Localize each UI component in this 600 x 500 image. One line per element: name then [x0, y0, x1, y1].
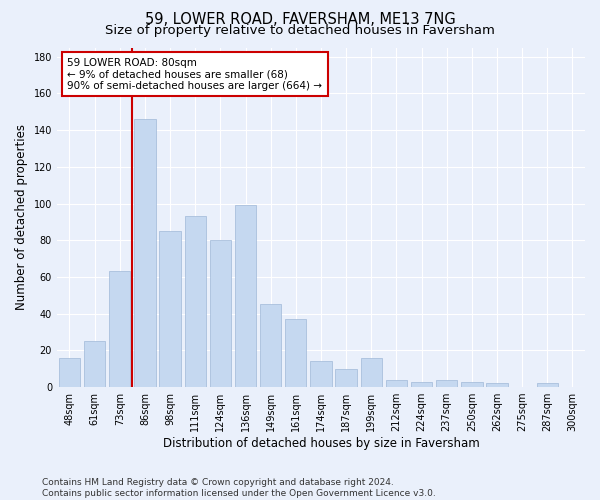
Bar [109, 272, 130, 387]
Text: 59 LOWER ROAD: 80sqm
← 9% of detached houses are smaller (68)
90% of semi-detach: 59 LOWER ROAD: 80sqm ← 9% of detached ho… [67, 58, 322, 91]
Bar [386, 380, 407, 387]
Bar [260, 304, 281, 387]
Bar [486, 384, 508, 387]
Bar [436, 380, 457, 387]
Text: 59, LOWER ROAD, FAVERSHAM, ME13 7NG: 59, LOWER ROAD, FAVERSHAM, ME13 7NG [145, 12, 455, 28]
Bar [461, 382, 482, 387]
Bar [285, 319, 307, 387]
Bar [185, 216, 206, 387]
Text: Contains HM Land Registry data © Crown copyright and database right 2024.
Contai: Contains HM Land Registry data © Crown c… [42, 478, 436, 498]
Bar [310, 362, 332, 387]
Bar [84, 341, 106, 387]
Bar [160, 231, 181, 387]
Bar [361, 358, 382, 387]
X-axis label: Distribution of detached houses by size in Faversham: Distribution of detached houses by size … [163, 437, 479, 450]
Bar [536, 384, 558, 387]
Text: Size of property relative to detached houses in Faversham: Size of property relative to detached ho… [105, 24, 495, 37]
Bar [335, 368, 357, 387]
Bar [59, 358, 80, 387]
Bar [235, 206, 256, 387]
Bar [134, 119, 155, 387]
Bar [209, 240, 231, 387]
Bar [411, 382, 432, 387]
Y-axis label: Number of detached properties: Number of detached properties [15, 124, 28, 310]
